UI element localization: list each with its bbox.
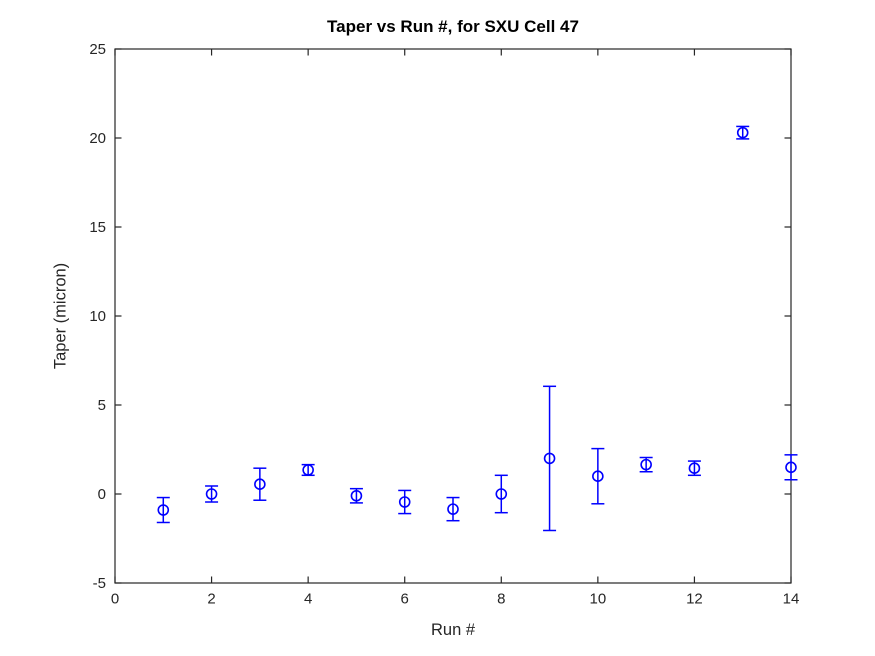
data-point-marker	[592, 470, 604, 483]
y-tick-label: 20	[89, 130, 106, 147]
x-tick-label: 4	[304, 590, 312, 607]
x-tick-label: 10	[590, 590, 607, 607]
data-point-marker	[157, 504, 170, 516]
y-tick-label: 15	[89, 219, 106, 236]
data-point-marker	[350, 489, 363, 502]
data-point-marker	[543, 452, 556, 465]
data-point-marker	[447, 503, 459, 515]
x-tick-label: 2	[207, 590, 215, 607]
x-tick-label: 8	[497, 590, 505, 607]
data-point-marker	[688, 462, 701, 474]
data-point-marker	[398, 496, 411, 508]
y-tick-label: -5	[93, 575, 106, 592]
x-tick-label: 12	[686, 590, 703, 607]
data-point-marker	[640, 458, 652, 471]
data-point-marker	[302, 464, 314, 476]
data-point-marker	[785, 461, 797, 474]
x-tick-label: 0	[111, 590, 119, 607]
y-tick-label: 5	[98, 397, 106, 414]
data-point-marker	[254, 478, 266, 491]
x-tick-label: 6	[401, 590, 409, 607]
x-axis-label: Run #	[430, 621, 476, 639]
y-tick-label: 10	[89, 308, 106, 325]
data-point-marker	[205, 488, 218, 500]
x-tick-label: 14	[783, 590, 800, 607]
y-tick-label: 25	[89, 41, 106, 58]
y-tick-label: 0	[98, 486, 106, 503]
chart-title: Taper vs Run #, for SXU Cell 47	[327, 17, 579, 36]
y-axis-label: Taper (micron)	[51, 262, 70, 370]
data-point-marker	[736, 126, 749, 139]
data-point-marker	[495, 488, 508, 500]
